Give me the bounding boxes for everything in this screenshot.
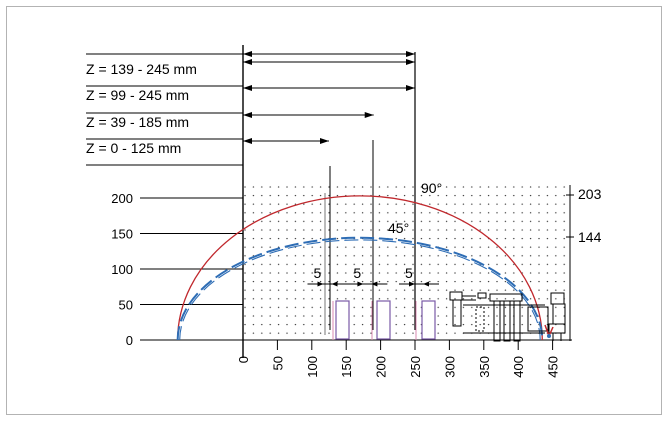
robot-arm-drawing (449, 291, 566, 342)
arrowhead-right (406, 85, 415, 91)
arc-90-degree (176, 195, 543, 341)
gap-arrow (423, 281, 429, 287)
x-tick-label: 350 (477, 356, 492, 378)
x-tick-label: 0 (236, 356, 251, 363)
x-tick-label: 100 (305, 356, 320, 378)
arc-45-degree-outer (176, 236, 544, 341)
gap-label: 5 (353, 265, 361, 281)
block-1 (335, 300, 350, 340)
gap-arrow (357, 281, 364, 287)
arrowhead-right (364, 112, 374, 118)
y-tick-label: 100 (111, 262, 133, 277)
arrowhead-left (243, 85, 252, 91)
x-tick-label: 300 (442, 356, 457, 378)
block-2 (376, 300, 391, 340)
y-tick-label: 0 (126, 333, 133, 348)
arrowhead-left (243, 51, 252, 57)
gap-arrow (409, 281, 415, 287)
z-range-label: Z = 139 - 245 mm (86, 61, 197, 77)
gap-arrow (331, 281, 338, 287)
z-range-dimensions: Z = 139 - 245 mm Z = 99 - 245 mm Z = 39 - … (86, 51, 415, 166)
x-tick-label: 200 (374, 356, 389, 378)
arrowhead-right (406, 59, 415, 65)
y-tick-label: 200 (111, 191, 133, 206)
x-tick-label: 450 (546, 356, 561, 378)
frame (6, 6, 662, 415)
z-range-label: Z = 99 - 245 mm (86, 87, 189, 103)
y-tick-label: 50 (119, 298, 133, 313)
gap-label: 5 (313, 265, 321, 281)
gap-label: 5 (405, 265, 413, 281)
arrowhead-right (320, 138, 329, 144)
arrowhead-left (243, 138, 252, 144)
x-tick-label: 50 (270, 356, 285, 370)
arrowhead-left (243, 112, 252, 118)
right-label-144: 144 (578, 229, 602, 245)
gap-arrow (371, 281, 378, 287)
angle-label-90: 90° (421, 180, 442, 196)
y-tick-label: 150 (111, 227, 133, 242)
arrowhead-left (243, 59, 252, 65)
x-tick-label: 400 (511, 356, 526, 378)
right-label-203: 203 (578, 186, 602, 202)
y-axis: 0 50 100 150 200 (111, 191, 243, 348)
gap-markers: 5 5 5 (307, 265, 439, 287)
z-range-label: Z = 39 - 185 mm (86, 114, 189, 130)
tool-tip-point (547, 334, 551, 338)
fixture-blocks (332, 300, 436, 340)
arrowhead-right (406, 51, 415, 57)
gap-arrow (317, 281, 324, 287)
work-area (243, 185, 570, 339)
x-axis: 0 50 100 150 200 250 300 350 400 450 (236, 340, 561, 378)
angle-label-45: 45° (388, 220, 409, 236)
block-3 (421, 300, 436, 340)
z-range-label: Z = 0 - 125 mm (86, 140, 181, 156)
x-tick-label: 150 (339, 356, 354, 378)
x-tick-label: 250 (408, 356, 423, 378)
